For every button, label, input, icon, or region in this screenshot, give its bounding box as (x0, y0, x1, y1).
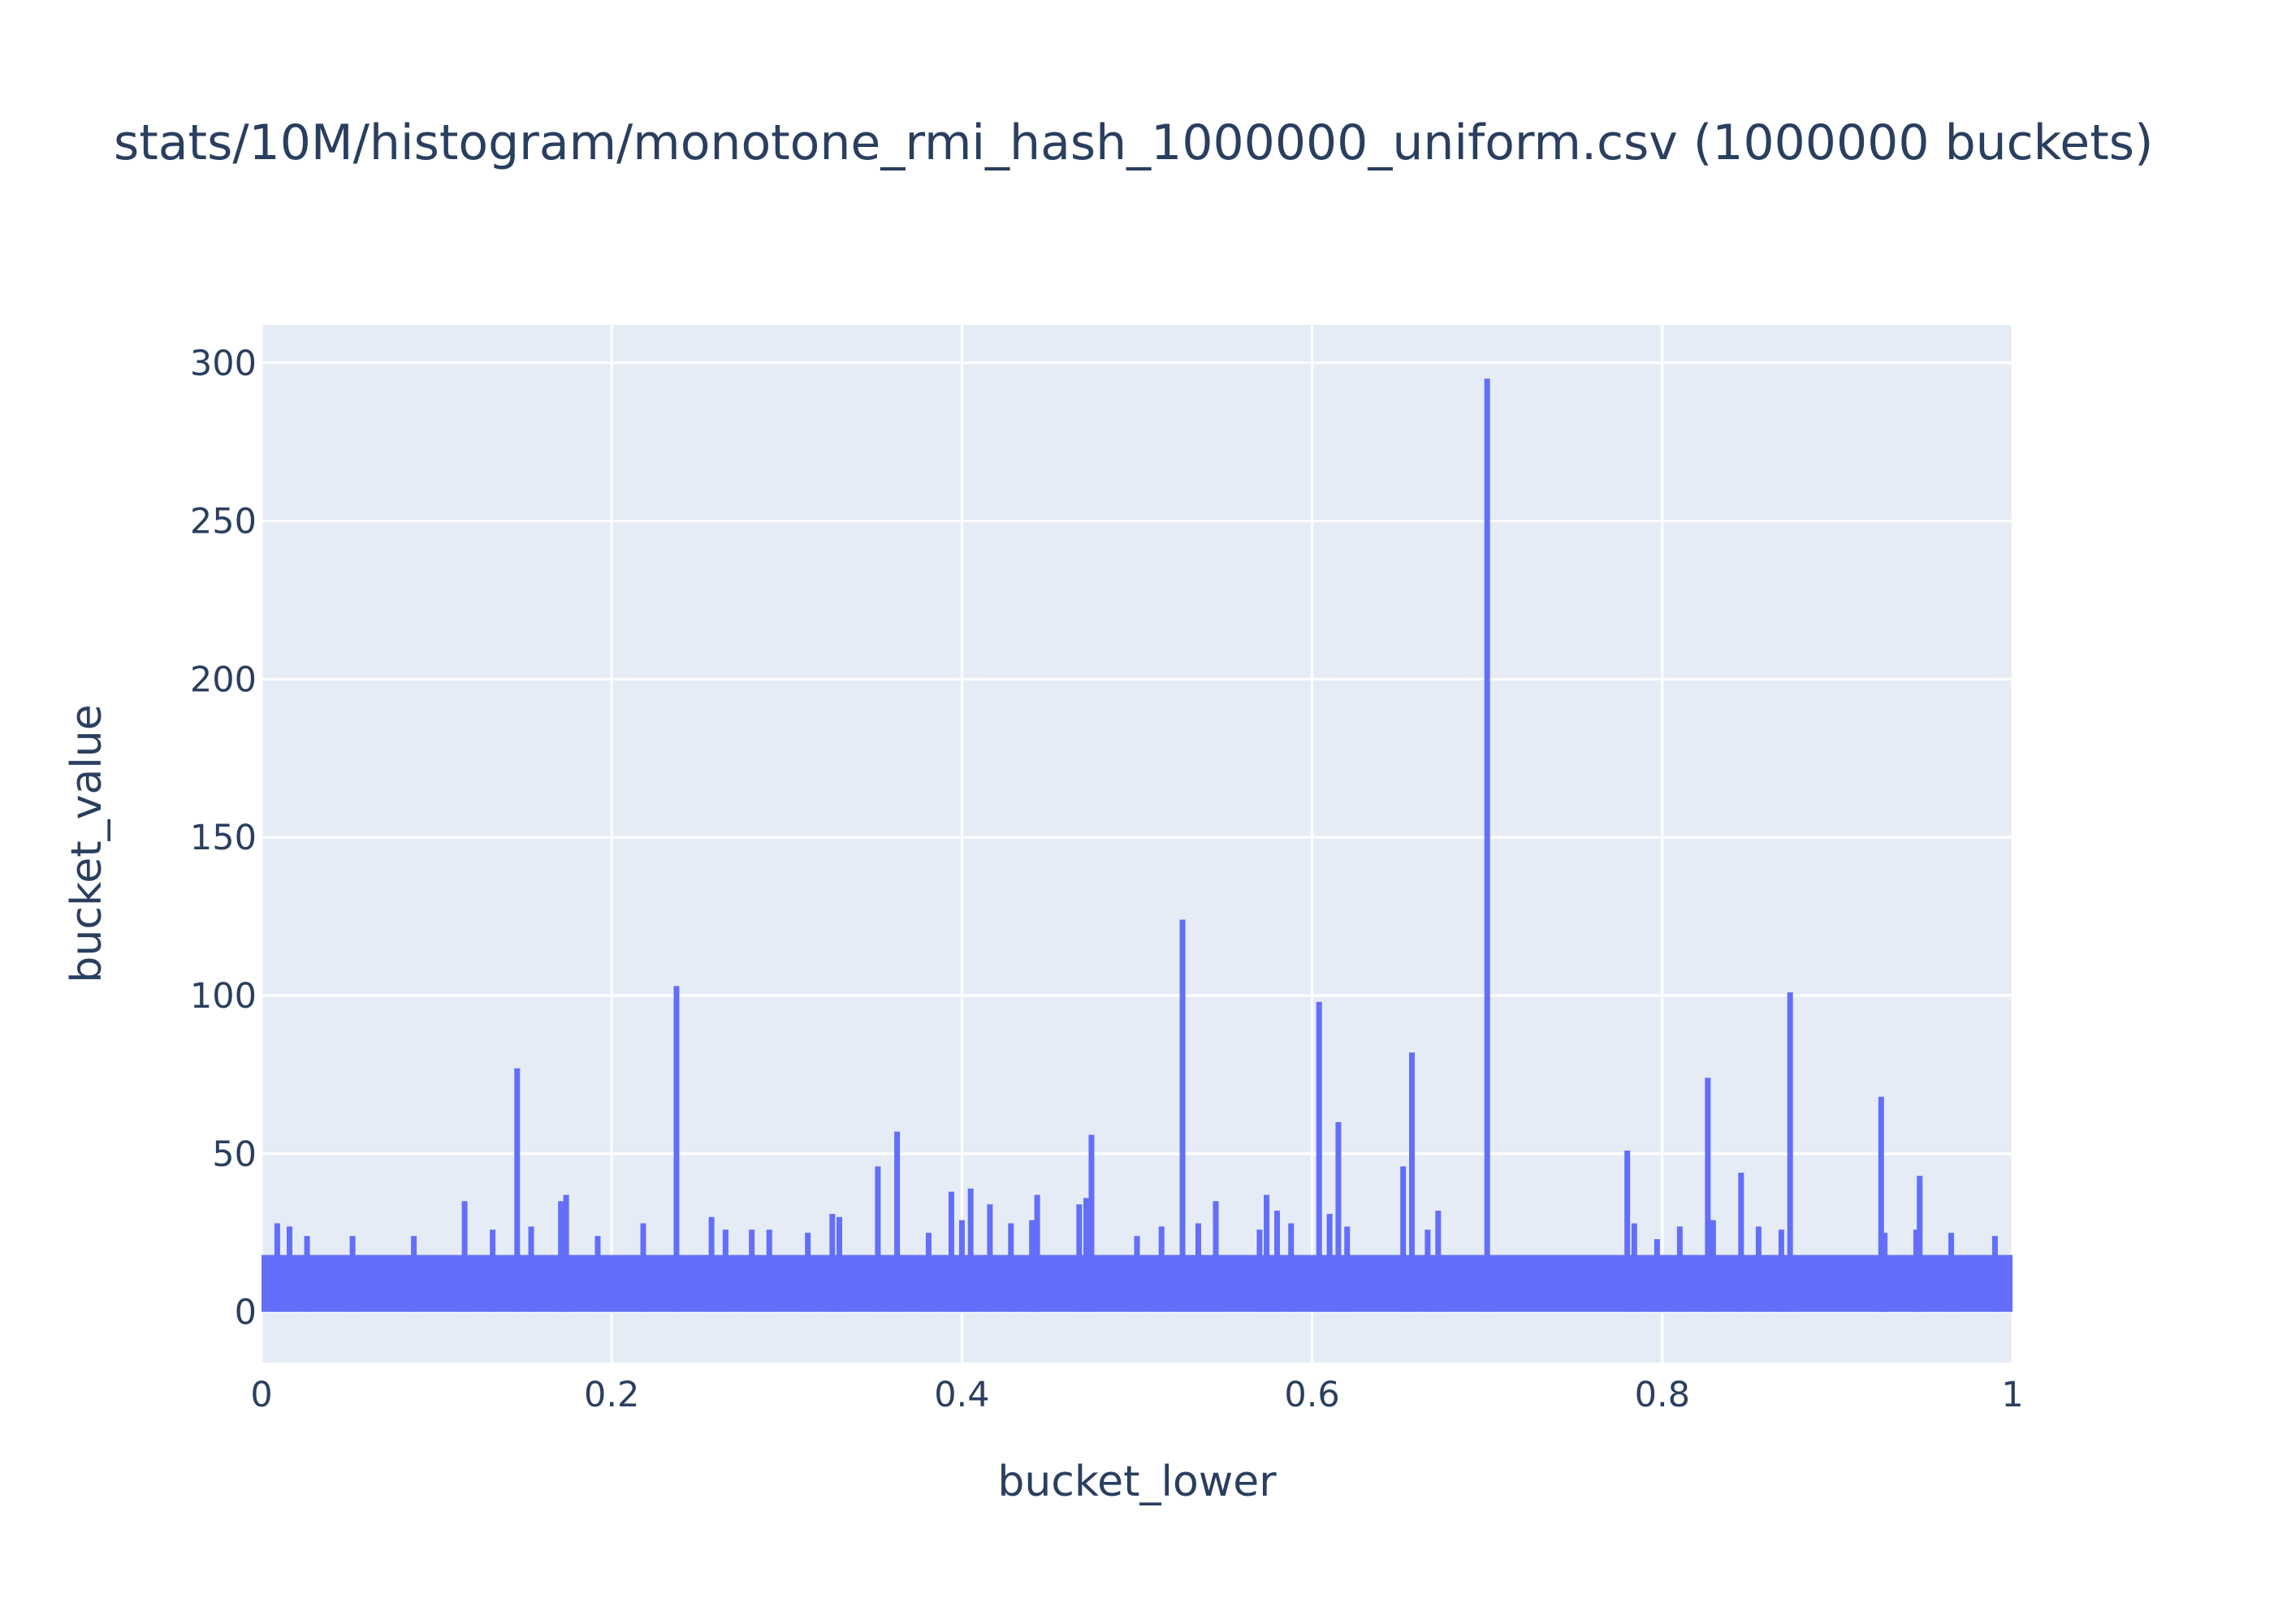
x-tick-label: 0.2 (584, 1375, 639, 1415)
chart-title: stats/10M/histogram/monotone_rmi_hash_10… (114, 114, 2153, 171)
x-axis-ticks: 0 0.2 0.4 0.6 0.8 1 (250, 1375, 2023, 1415)
y-tick-label: 0 (235, 1293, 257, 1333)
bar (1158, 1226, 1165, 1312)
bar (1264, 1194, 1270, 1312)
bar (1083, 1198, 1089, 1312)
bar (274, 1223, 280, 1312)
bar (1787, 992, 1793, 1312)
bar (987, 1204, 993, 1312)
x-tick-label: 0.6 (1284, 1375, 1339, 1415)
bar (1435, 1210, 1442, 1312)
bar (514, 1068, 521, 1312)
bar (1913, 1229, 1919, 1312)
bar (1484, 378, 1490, 1312)
bar (958, 1220, 965, 1312)
y-tick-label: 100 (190, 976, 257, 1017)
bar (1344, 1226, 1351, 1312)
bar (528, 1226, 534, 1312)
bar (1778, 1229, 1784, 1312)
bar (1179, 919, 1186, 1312)
y-axis-title: bucket_value (63, 704, 111, 983)
bar (829, 1213, 836, 1312)
bar (1408, 1052, 1415, 1312)
bar (1705, 1078, 1711, 1312)
bar (1917, 1176, 1923, 1312)
bar (411, 1236, 417, 1312)
bar (558, 1201, 564, 1312)
x-tick-label: 0 (250, 1375, 272, 1415)
x-axis-title: bucket_lower (997, 1458, 1277, 1506)
bar (1213, 1201, 1219, 1312)
bar (1273, 1210, 1280, 1312)
y-tick-label: 300 (190, 343, 257, 384)
bar (948, 1191, 954, 1312)
bar (1335, 1121, 1342, 1312)
y-axis-ticks: 0 50 100 150 200 250 300 (190, 343, 257, 1333)
bar (1034, 1194, 1040, 1312)
bar (925, 1233, 932, 1312)
bar (304, 1236, 310, 1312)
y-tick-label: 150 (190, 818, 257, 858)
bar (967, 1188, 974, 1312)
bar (1195, 1223, 1201, 1312)
x-tick-label: 0.8 (1635, 1375, 1690, 1415)
bar (1256, 1229, 1263, 1312)
bar (836, 1216, 842, 1312)
bar (286, 1226, 292, 1312)
bar (1316, 1001, 1322, 1312)
bar (349, 1236, 356, 1312)
bar (1882, 1233, 1888, 1312)
bar (1738, 1173, 1744, 1312)
bar (1624, 1150, 1631, 1312)
bar (1088, 1134, 1095, 1312)
gridlines (260, 325, 2014, 1363)
bar (766, 1229, 772, 1312)
bar (1631, 1223, 1637, 1312)
bar (1326, 1213, 1333, 1312)
bar (805, 1233, 811, 1312)
bar (1008, 1223, 1014, 1312)
bar (594, 1236, 601, 1312)
bar (1134, 1236, 1140, 1312)
bar (894, 1131, 901, 1312)
x-tick-label: 0.4 (934, 1375, 989, 1415)
bar (640, 1223, 646, 1312)
bar (1755, 1226, 1762, 1312)
plot-area (262, 325, 2012, 1363)
bar (673, 986, 680, 1312)
bar (1029, 1220, 1035, 1312)
y-tick-label: 200 (190, 659, 257, 700)
x-tick-label: 1 (2001, 1375, 2023, 1415)
bar (708, 1216, 715, 1312)
bar (1424, 1229, 1431, 1312)
bar (461, 1201, 468, 1312)
bar (875, 1166, 881, 1312)
bar (1991, 1236, 1998, 1312)
bar (1676, 1226, 1683, 1312)
bar (1288, 1223, 1295, 1312)
bars (262, 378, 2012, 1312)
bar (490, 1229, 496, 1312)
bar (1400, 1166, 1407, 1312)
bar (1654, 1239, 1660, 1312)
y-tick-label: 250 (190, 502, 257, 542)
bar (749, 1229, 755, 1312)
bar (1076, 1204, 1083, 1312)
bar (1710, 1220, 1716, 1312)
bar (1878, 1096, 1884, 1312)
bar (1948, 1233, 1955, 1312)
bar (722, 1229, 728, 1312)
bar (563, 1194, 569, 1312)
y-tick-label: 50 (212, 1134, 257, 1175)
